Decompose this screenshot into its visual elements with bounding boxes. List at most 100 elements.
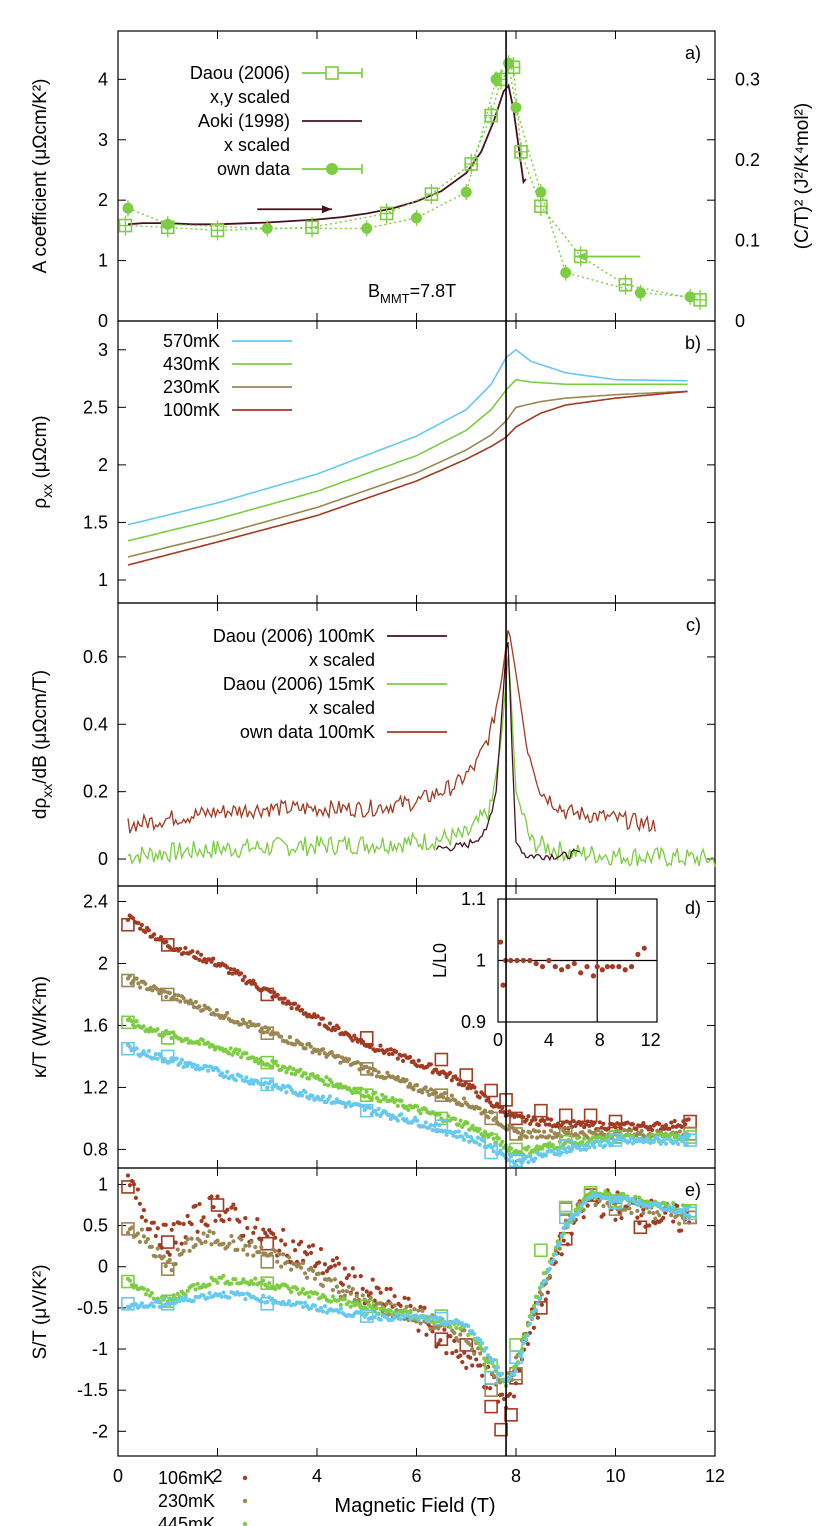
seebeck-point-445mK — [448, 1324, 453, 1330]
seebeck-point-445mK — [637, 1195, 642, 1200]
inset-point — [571, 960, 577, 967]
panel-e-x-ticks: 0 2 4 6 8 10 12 — [113, 1168, 725, 1486]
kappa-point-106mK — [548, 1117, 554, 1122]
seebeck-point-445mK — [193, 1287, 198, 1292]
kappa-point-230mK — [385, 1070, 390, 1075]
kappa-point-570mK — [303, 1090, 308, 1095]
seebeck-point-230mK — [269, 1251, 274, 1256]
seebeck-point-570mK — [394, 1311, 399, 1317]
kappa-point-570mK — [677, 1134, 683, 1139]
seebeck-point-570mK — [478, 1338, 483, 1343]
own-point — [261, 222, 273, 234]
kappa-point-445mK — [303, 1071, 308, 1076]
kappa-point-570mK — [249, 1077, 254, 1083]
seebeck-point-230mK — [169, 1268, 174, 1273]
kappa-point-230mK — [442, 1090, 447, 1096]
kappa-point-445mK — [353, 1090, 359, 1095]
kappa-point-570mK — [151, 1056, 157, 1061]
kappa-point-230mK — [566, 1130, 571, 1135]
seebeck-point-230mK — [137, 1239, 142, 1244]
kappa-point-570mK — [205, 1068, 211, 1073]
kappa-point-230mK — [265, 1029, 270, 1034]
kappa-point-445mK — [622, 1134, 627, 1139]
seebeck-point-230mK — [647, 1210, 652, 1215]
kappa-point-570mK — [219, 1071, 225, 1076]
seebeck-point-570mK — [139, 1301, 144, 1306]
kappa-point-445mK — [649, 1132, 655, 1137]
seebeck-point-230mK — [161, 1254, 166, 1259]
seebeck-square-570mK — [683, 1206, 697, 1221]
kappa-square-230mK — [359, 1062, 374, 1076]
legend-106mK-marker — [242, 1475, 248, 1481]
seebeck-point-106mK — [271, 1231, 276, 1237]
legend-430mK-text: 430mK — [163, 354, 220, 374]
seebeck-point-106mK — [255, 1217, 260, 1222]
kappa-point-445mK — [399, 1098, 404, 1103]
seebeck-point-230mK — [221, 1241, 226, 1246]
seebeck-point-230mK — [211, 1230, 216, 1235]
seebeck-point-106mK — [358, 1274, 363, 1279]
y-tick-label: 3 — [98, 340, 108, 360]
legend-570mK-text: 570mK — [163, 331, 220, 351]
kappa-point-445mK — [418, 1111, 423, 1116]
seebeck-point-106mK — [406, 1296, 411, 1301]
kappa-square-230mK — [434, 1088, 449, 1102]
seebeck-point-445mK — [372, 1308, 377, 1314]
kappa-point-106mK — [326, 1026, 331, 1031]
panel-a-x-ticks — [117, 31, 716, 321]
kappa-point-230mK — [200, 1008, 205, 1013]
seebeck-point-570mK — [207, 1290, 212, 1296]
kappa-point-570mK — [404, 1117, 409, 1122]
seebeck-point-570mK — [392, 1315, 397, 1320]
kappa-point-570mK — [465, 1134, 470, 1139]
kappa-point-230mK — [407, 1081, 413, 1086]
kappa-point-445mK — [329, 1080, 334, 1085]
seebeck-square-106mK — [534, 1301, 548, 1315]
kappa-point-570mK — [279, 1087, 284, 1092]
seebeck-point-106mK — [545, 1290, 550, 1295]
panel-c-x-ticks — [117, 603, 716, 886]
kappa-point-445mK — [355, 1086, 360, 1091]
seebeck-point-445mK — [145, 1288, 150, 1293]
legend-daou-15mk: Daou (2006) 15mK — [223, 674, 447, 694]
kappa-point-445mK — [550, 1142, 555, 1148]
y-tick-label: -2 — [92, 1421, 108, 1441]
seebeck-point-570mK — [201, 1293, 206, 1298]
seebeck-point-106mK — [135, 1187, 140, 1192]
kappa-point-570mK — [373, 1108, 378, 1114]
kappa-square-570mK — [160, 1049, 175, 1064]
seebeck-point-230mK — [336, 1290, 341, 1295]
seebeck-point-106mK — [350, 1266, 355, 1271]
kappa-point-570mK — [181, 1064, 186, 1070]
kappa-point-570mK — [183, 1060, 188, 1066]
seebeck-point-230mK — [245, 1252, 250, 1257]
seebeck-point-445mK — [295, 1286, 300, 1292]
panel-d-y-label: κ/T (W/K²m) — [30, 976, 51, 1078]
legend-aoki-note-text: x scaled — [224, 135, 290, 155]
kappa-point-106mK — [226, 970, 232, 976]
seebeck-point-230mK — [304, 1275, 310, 1280]
kappa-point-570mK — [578, 1147, 583, 1152]
seebeck-point-230mK — [470, 1347, 475, 1352]
legend-own-100mk: own data 100mK — [240, 722, 447, 742]
legend-daou-100mk: Daou (2006) 100mK — [213, 626, 447, 646]
kappa-point-106mK — [494, 1101, 500, 1106]
seebeck-point-230mK — [279, 1264, 284, 1269]
inset-point — [539, 964, 546, 970]
seebeck-point-230mK — [330, 1287, 336, 1293]
kappa-point-230mK — [155, 987, 160, 992]
seebeck-point-106mK — [346, 1273, 351, 1278]
seebeck-point-106mK — [438, 1338, 443, 1343]
seebeck-point-106mK — [298, 1239, 304, 1244]
seebeck-point-230mK — [141, 1234, 146, 1239]
seebeck-point-230mK — [193, 1243, 198, 1248]
kappa-point-445mK — [244, 1051, 249, 1056]
seebeck-point-570mK — [426, 1319, 431, 1324]
seebeck-square-570mK — [359, 1309, 374, 1323]
seebeck-point-106mK — [304, 1252, 310, 1257]
kappa-point-230mK — [240, 1017, 245, 1022]
kappa-point-445mK — [287, 1065, 292, 1070]
x-tick-label: 0 — [113, 1466, 123, 1486]
rho-line-230mK — [127, 390, 688, 558]
seebeck-point-230mK — [277, 1252, 282, 1257]
